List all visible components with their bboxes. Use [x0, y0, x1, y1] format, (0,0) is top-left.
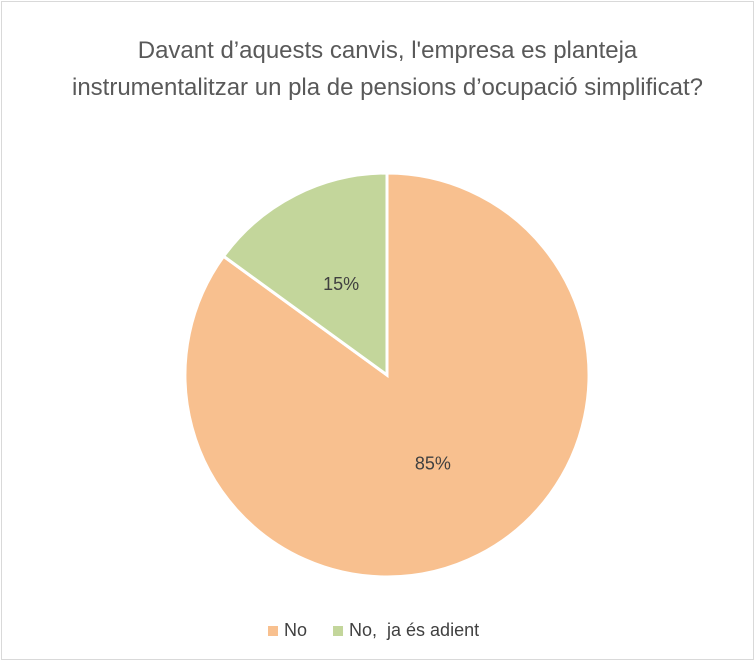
chart-title: Davant d’aquests canvis, l'empresa es pl… — [71, 37, 703, 101]
data-label: 15% — [323, 274, 359, 294]
legend-label: No — [284, 620, 307, 640]
legend-swatch — [268, 626, 278, 636]
legend-swatch — [333, 626, 344, 636]
pie-slice — [221, 171, 389, 378]
legend-label: No, ja és adient — [349, 620, 479, 640]
data-label: 85% — [415, 454, 451, 474]
